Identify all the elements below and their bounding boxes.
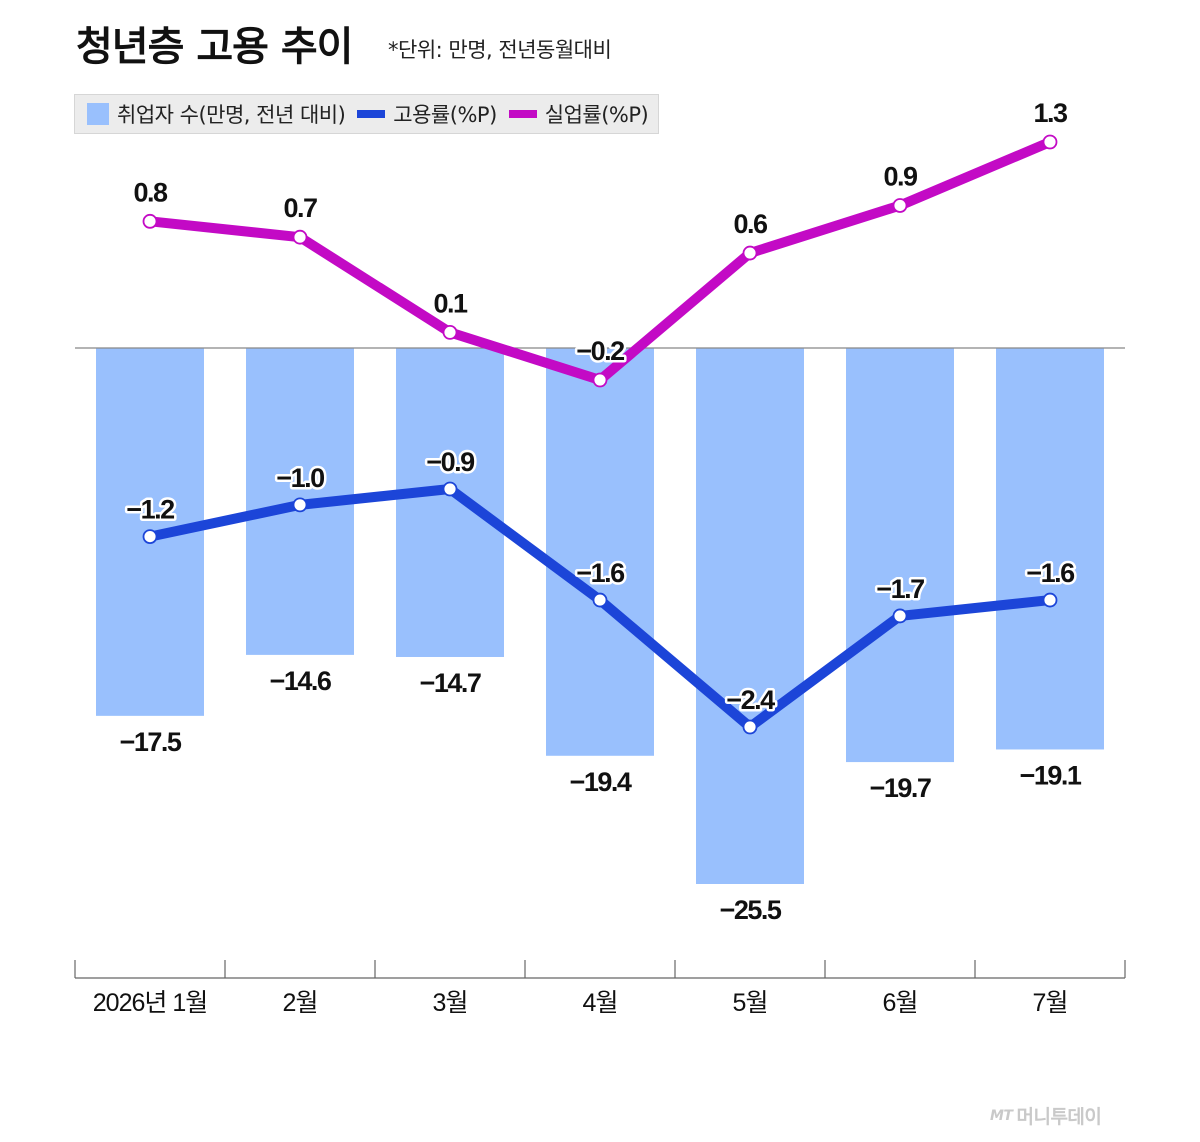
employment-rate-point-7 <box>1042 592 1058 608</box>
x-tick-label-5: 5월 <box>733 989 768 1017</box>
bar-label-4: −19.4 <box>570 767 632 797</box>
employment-rate-label-7: −1.6 <box>1026 558 1075 588</box>
employment-rate-label-3: −0.9 <box>426 447 475 477</box>
bar-7 <box>996 348 1104 750</box>
x-tick-label-3: 3월 <box>433 989 468 1017</box>
employment-rate-point-4 <box>592 592 608 608</box>
legend-swatch-employment-rate <box>357 110 386 118</box>
employment-rate-point-1 <box>142 529 158 544</box>
bar-label-6: −19.7 <box>870 773 931 803</box>
unit-note: *단위: 만명, 전년동월대비 <box>388 38 612 62</box>
unemployment-rate-point-5 <box>742 245 758 261</box>
legend-swatch-employed <box>87 103 109 125</box>
employment-rate-label-2: −1.0 <box>276 463 324 493</box>
unemployment-rate-point-2 <box>292 229 308 245</box>
unemployment-rate-label-6: 0.9 <box>883 161 918 191</box>
legend-item-employment-rate: 고용률(%P) <box>357 99 497 129</box>
watermark-text: 머니투데이 <box>1016 1106 1102 1128</box>
bar-4 <box>546 348 654 756</box>
x-tick-label-2: 2월 <box>283 989 318 1017</box>
unemployment-rate-point-6 <box>892 198 908 213</box>
unemployment-rate-label-1: 0.8 <box>133 177 168 207</box>
employment-rate-label-4: −1.6 <box>576 558 625 588</box>
legend: 취업자 수(만명, 전년 대비) 고용률(%P) 실업률(%P) <box>74 94 660 134</box>
employment-rate-label-5: −2.4 <box>726 685 775 715</box>
x-tick-label-4: 4월 <box>583 989 618 1017</box>
unemployment-rate-label-5: 0.6 <box>733 209 768 239</box>
x-tick-label-1: 2026년 1월 <box>93 989 207 1017</box>
unemployment-rate-label-7: 1.3 <box>1033 98 1068 128</box>
legend-label-employed: 취업자 수(만명, 전년 대비) <box>117 103 346 127</box>
legend-label-employment-rate: 고용률(%P) <box>393 103 497 127</box>
bar-6 <box>846 348 954 763</box>
employment-rate-label-6: −1.7 <box>876 574 924 604</box>
legend-item-unemployment-rate: 실업률(%P) <box>508 99 649 129</box>
employment-rate-point-5 <box>742 719 758 735</box>
unemployment-rate-point-4 <box>592 372 608 388</box>
x-tick-label-7: 7월 <box>1033 989 1068 1017</box>
bar-3 <box>396 348 504 657</box>
unemployment-rate-point-3 <box>442 324 458 340</box>
watermark-logo: MT <box>990 1107 1013 1124</box>
bar-label-3: −14.7 <box>420 668 481 698</box>
chart-title: 청년층 고용 추이 <box>76 24 353 70</box>
legend-label-unemployment-rate: 실업률(%P) <box>544 103 649 127</box>
unemployment-rate-point-1 <box>142 213 158 229</box>
unemployment-rate-point-7 <box>1042 134 1058 150</box>
x-tick-label-6: 6월 <box>883 989 918 1017</box>
bar-label-5: −25.5 <box>720 895 782 925</box>
bar-label-1: −17.5 <box>120 727 182 757</box>
legend-swatch-unemployment-rate <box>508 110 537 118</box>
employment-rate-point-3 <box>442 481 458 497</box>
legend-item-employed: 취업자 수(만명, 전년 대비) <box>87 99 346 129</box>
unemployment-rate-label-2: 0.7 <box>283 193 317 223</box>
watermark: MT 머니투데이 <box>990 1102 1102 1129</box>
employment-rate-point-2 <box>292 497 308 513</box>
unemployment-rate-label-4: −0.2 <box>576 336 624 366</box>
employment-rate-label-1: −1.2 <box>126 495 174 525</box>
bar-label-7: −19.1 <box>1020 760 1082 790</box>
employment-rate-point-6 <box>892 608 908 624</box>
bar-label-2: −14.6 <box>270 666 332 696</box>
unemployment-rate-label-3: 0.1 <box>433 288 468 318</box>
bar-5 <box>696 348 804 884</box>
